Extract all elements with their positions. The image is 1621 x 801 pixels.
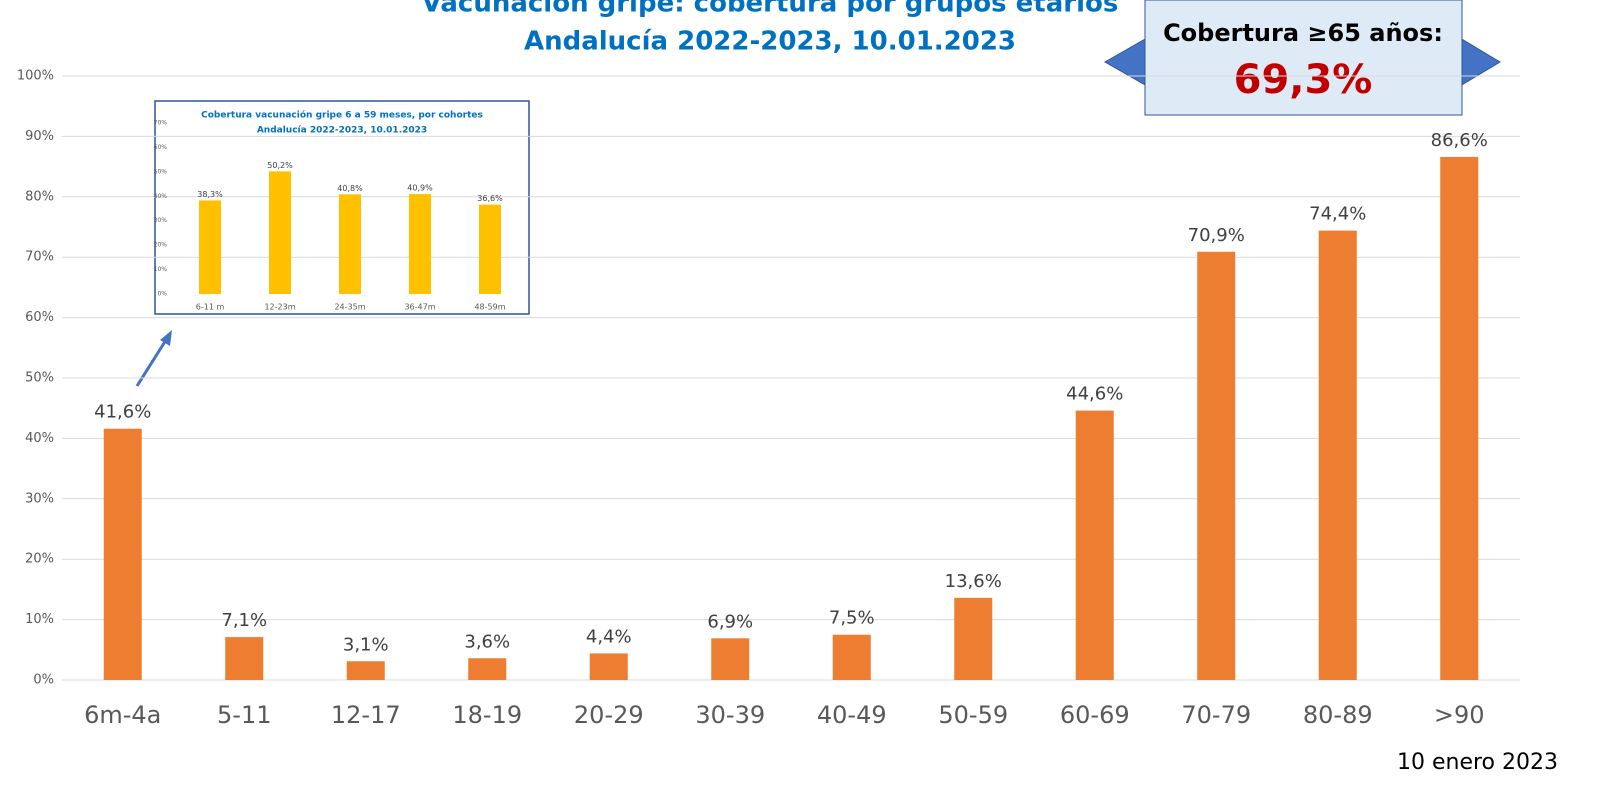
y-tick-label: 20% bbox=[25, 552, 54, 567]
left-arrow bbox=[1103, 37, 1148, 87]
value-label: 6,9% bbox=[707, 611, 753, 632]
y-tick-label: 0% bbox=[33, 673, 54, 688]
x-tick-label: 40-49 bbox=[817, 701, 887, 729]
annotation-box bbox=[1144, 0, 1463, 116]
inset-value-label: 36,6% bbox=[477, 194, 503, 203]
chart-subtitle: Andalucía 2022-2023, 10.01.2023 bbox=[524, 27, 1016, 57]
bar bbox=[103, 428, 142, 680]
inset-y-tick-label: 60% bbox=[154, 144, 168, 151]
inset-bar bbox=[479, 204, 501, 294]
inset-y-tick-label: 30% bbox=[154, 217, 168, 224]
inset-bar bbox=[339, 194, 361, 294]
y-tick-label: 90% bbox=[25, 129, 54, 144]
value-label: 7,1% bbox=[221, 610, 267, 631]
bar bbox=[711, 638, 750, 680]
x-tick-label: 20-29 bbox=[574, 701, 644, 729]
inset-y-tick-label: 0% bbox=[157, 291, 167, 298]
value-label: 41,6% bbox=[94, 402, 151, 423]
y-tick-label: 50% bbox=[25, 371, 54, 386]
y-tick-label: 10% bbox=[25, 612, 54, 627]
x-tick-label: 80-89 bbox=[1303, 701, 1373, 729]
inset-x-tick-label: 6-11 m bbox=[196, 303, 225, 312]
y-tick-label: 70% bbox=[25, 250, 54, 265]
y-tick-label: 30% bbox=[25, 491, 54, 506]
inset-y-tick-label: 20% bbox=[154, 242, 168, 249]
x-tick-label: 50-59 bbox=[938, 701, 1008, 729]
x-tick-label: 6m-4a bbox=[84, 701, 161, 729]
x-tick-label: 30-39 bbox=[695, 701, 765, 729]
inset-value-label: 50,2% bbox=[267, 161, 293, 170]
inset-bar bbox=[409, 194, 431, 294]
bar bbox=[1197, 251, 1236, 681]
bar bbox=[832, 634, 871, 680]
x-tick-label: 18-19 bbox=[452, 701, 522, 729]
inset-bar bbox=[199, 200, 221, 294]
y-tick-label: 60% bbox=[25, 310, 54, 325]
annotation-label: Cobertura ≥65 años: bbox=[1163, 19, 1443, 47]
value-label: 4,4% bbox=[586, 626, 632, 647]
y-tick-label: 40% bbox=[25, 431, 54, 446]
inset-value-label: 40,8% bbox=[337, 184, 363, 193]
inset-y-tick-label: 50% bbox=[154, 168, 168, 175]
x-tick-label: >90 bbox=[1434, 701, 1485, 729]
value-label: 3,1% bbox=[343, 634, 389, 655]
inset-x-tick-label: 12-23m bbox=[264, 303, 295, 312]
bar bbox=[1075, 410, 1114, 680]
inset-title: Cobertura vacunación gripe 6 a 59 meses,… bbox=[201, 110, 483, 121]
inset-value-label: 38,3% bbox=[197, 190, 223, 199]
annotation-value: 69,3% bbox=[1234, 57, 1373, 103]
value-label: 3,6% bbox=[464, 631, 510, 652]
value-label: 44,6% bbox=[1066, 384, 1123, 405]
x-tick-label: 70-79 bbox=[1181, 701, 1251, 729]
right-arrow bbox=[1459, 37, 1501, 87]
pointer-arrow-head bbox=[160, 330, 172, 346]
chart-title: Vacunación gripe: cobertura por grupos e… bbox=[422, 0, 1119, 19]
inset-y-tick-label: 40% bbox=[154, 193, 168, 200]
y-tick-label: 80% bbox=[25, 189, 54, 204]
pointer-arrow bbox=[135, 339, 168, 387]
inset-subtitle: Andalucía 2022-2023, 10.01.2023 bbox=[257, 126, 427, 136]
x-tick-label: 60-69 bbox=[1060, 701, 1130, 729]
inset-x-tick-label: 36-47m bbox=[404, 303, 435, 312]
value-label: 74,4% bbox=[1309, 204, 1366, 225]
bar bbox=[346, 661, 385, 680]
footer-date: 10 enero 2023 bbox=[1397, 750, 1558, 775]
inset-x-tick-label: 24-35m bbox=[334, 303, 365, 312]
value-label: 7,5% bbox=[829, 608, 875, 629]
bar bbox=[954, 597, 993, 680]
bar bbox=[468, 658, 507, 680]
inset-bar bbox=[269, 171, 291, 294]
x-tick-label: 5-11 bbox=[217, 701, 271, 729]
inset-x-tick-label: 48-59m bbox=[474, 303, 505, 312]
bar bbox=[589, 653, 628, 680]
bar bbox=[225, 637, 264, 680]
value-label: 13,6% bbox=[945, 571, 1002, 592]
inset-y-tick-label: 70% bbox=[154, 120, 168, 127]
bar bbox=[1440, 156, 1479, 680]
value-label: 86,6% bbox=[1431, 130, 1488, 151]
y-tick-label: 100% bbox=[17, 69, 54, 84]
x-tick-label: 12-17 bbox=[331, 701, 401, 729]
value-label: 70,9% bbox=[1188, 225, 1245, 246]
inset-y-tick-label: 10% bbox=[154, 266, 168, 273]
inset-value-label: 40,9% bbox=[407, 184, 433, 193]
bar bbox=[1318, 230, 1357, 680]
